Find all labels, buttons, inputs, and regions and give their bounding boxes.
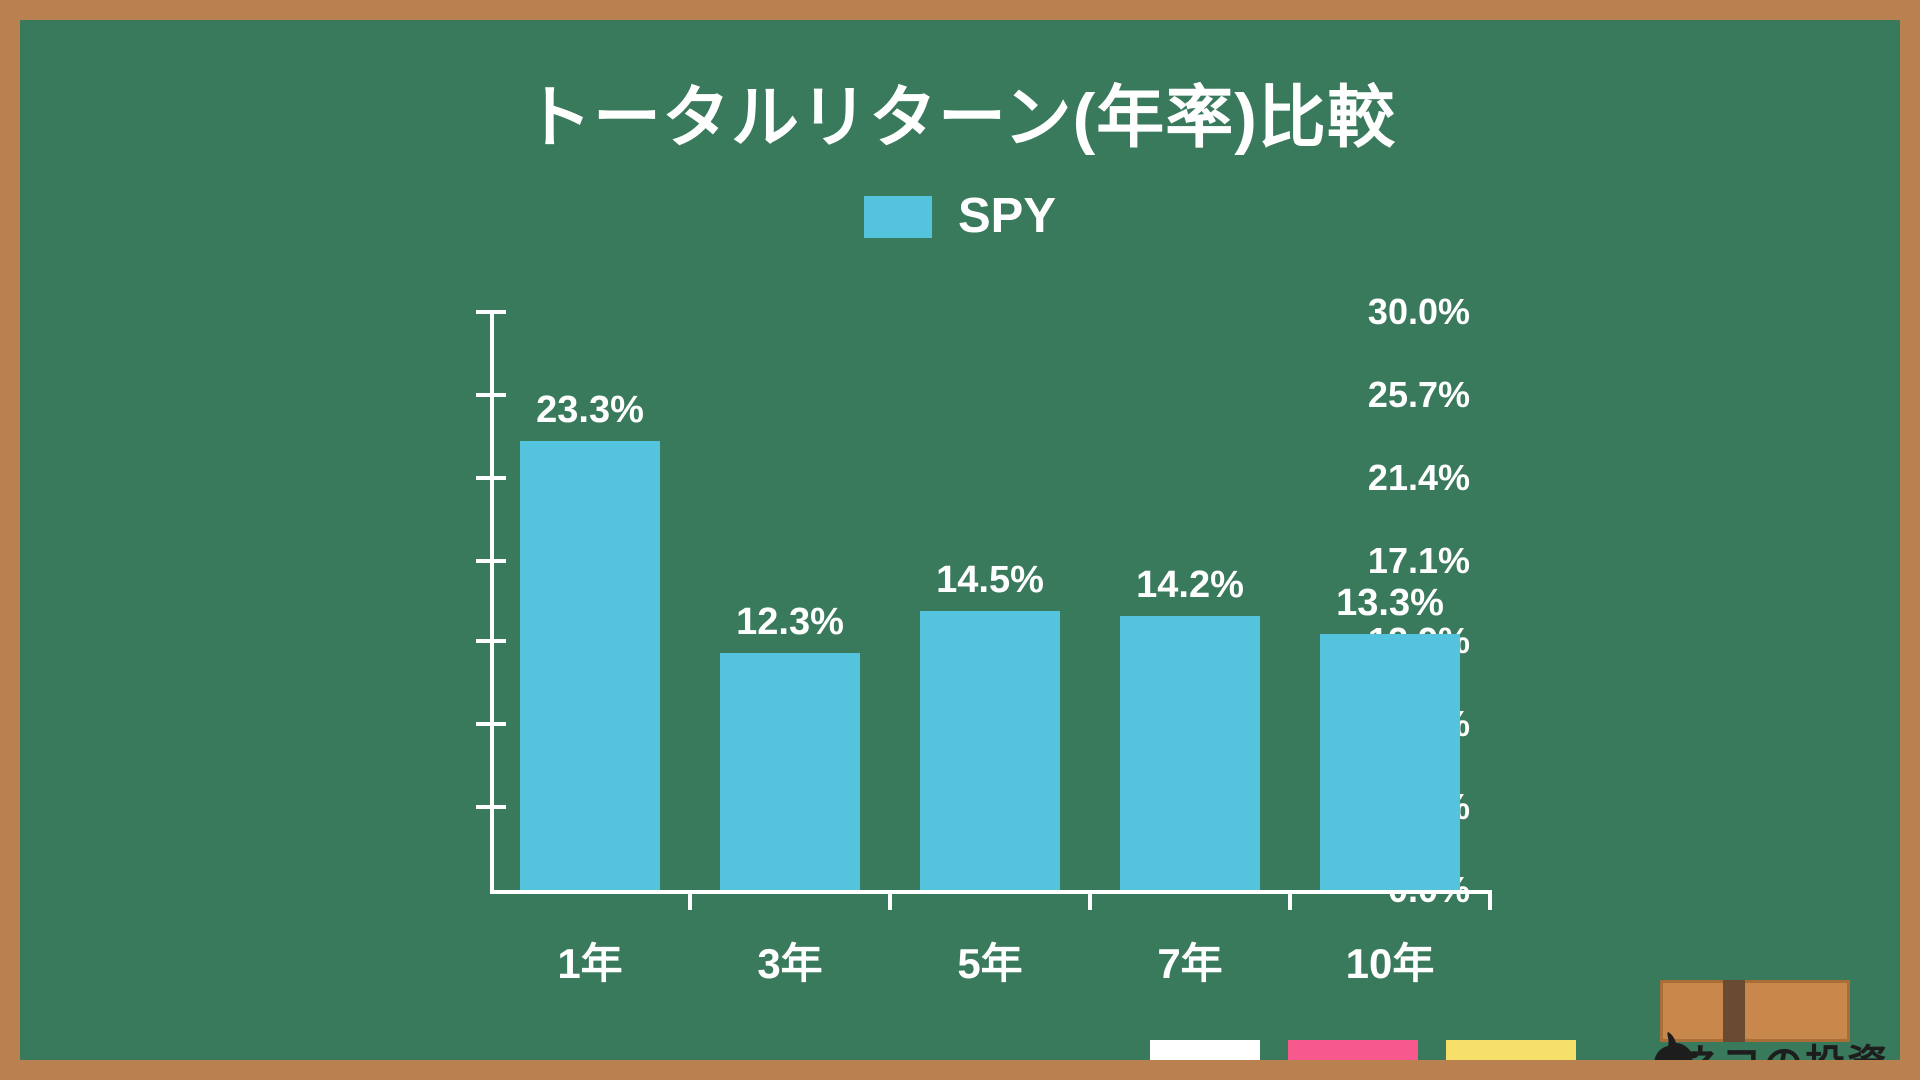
x-axis-category-label: 10年 xyxy=(1345,940,1435,987)
y-axis-line xyxy=(490,312,494,892)
legend-label: SPY xyxy=(957,189,1057,243)
y-axis-tick-mark xyxy=(476,392,506,397)
x-axis-category-label: 3年 xyxy=(757,940,823,987)
bar[interactable] xyxy=(920,610,1060,890)
y-axis-tick-mark xyxy=(476,805,506,810)
x-axis-tick-mark xyxy=(1488,890,1492,910)
x-axis-category-label: 1年 xyxy=(557,940,623,987)
chart-legend: SPY xyxy=(20,192,1900,241)
brand-name: ネコの投資 xyxy=(1680,1032,1889,1060)
gift-box-icon xyxy=(1660,980,1850,1042)
plot-area: 0.0%4.3%8.6%12.9%17.1%21.4%25.7%30.0% 23… xyxy=(320,290,1492,987)
x-axis-tick-mark xyxy=(688,890,692,910)
x-axis-tick-mark xyxy=(888,890,892,910)
y-axis-tick-label: 25.7% xyxy=(1367,373,1470,415)
bar-value-label: 14.5% xyxy=(936,558,1044,601)
brand-swatch-strip xyxy=(1150,1030,1900,1060)
y-axis-tick-mark xyxy=(476,639,506,644)
bar[interactable] xyxy=(1120,616,1260,890)
brand-swatch-pink xyxy=(1288,1040,1418,1060)
y-axis-tick-mark xyxy=(476,475,506,480)
y-axis-tick-mark xyxy=(476,722,506,727)
chalkboard-canvas: トータルリターン(年率)比較 SPY 0.0%4.3%8.6%12.9%17.1… xyxy=(20,20,1900,1060)
y-axis-tick-mark xyxy=(476,310,506,314)
y-axis-tick-label: 21.4% xyxy=(1367,456,1470,498)
cat-icon xyxy=(1654,1032,1698,1060)
brand-swatch-white xyxy=(1150,1040,1260,1060)
brand-swatch-yellow xyxy=(1446,1040,1576,1060)
bar[interactable] xyxy=(520,441,660,890)
bar-value-label: 12.3% xyxy=(736,601,844,644)
bar[interactable] xyxy=(720,653,860,890)
legend-item-spy[interactable]: SPY xyxy=(863,189,1057,243)
x-axis-line xyxy=(490,890,1490,894)
x-axis-category-label: 7年 xyxy=(1157,940,1223,987)
x-axis-tick-mark xyxy=(1288,890,1292,910)
bar[interactable] xyxy=(1320,633,1460,890)
bar-value-label: 13.3% xyxy=(1336,581,1444,624)
y-axis-tick-label: 30.0% xyxy=(1367,291,1470,332)
y-axis-tick-mark xyxy=(476,558,506,563)
y-axis-tick-label: 17.1% xyxy=(1367,539,1470,581)
x-axis-tick-mark xyxy=(1088,890,1092,910)
bar-value-label: 14.2% xyxy=(1136,564,1244,607)
legend-color-swatch xyxy=(863,195,932,238)
bar-value-label: 23.3% xyxy=(536,389,644,432)
chart-title: トータルリターン(年率)比較 xyxy=(524,80,1396,156)
x-axis-category-label: 5年 xyxy=(957,940,1023,987)
